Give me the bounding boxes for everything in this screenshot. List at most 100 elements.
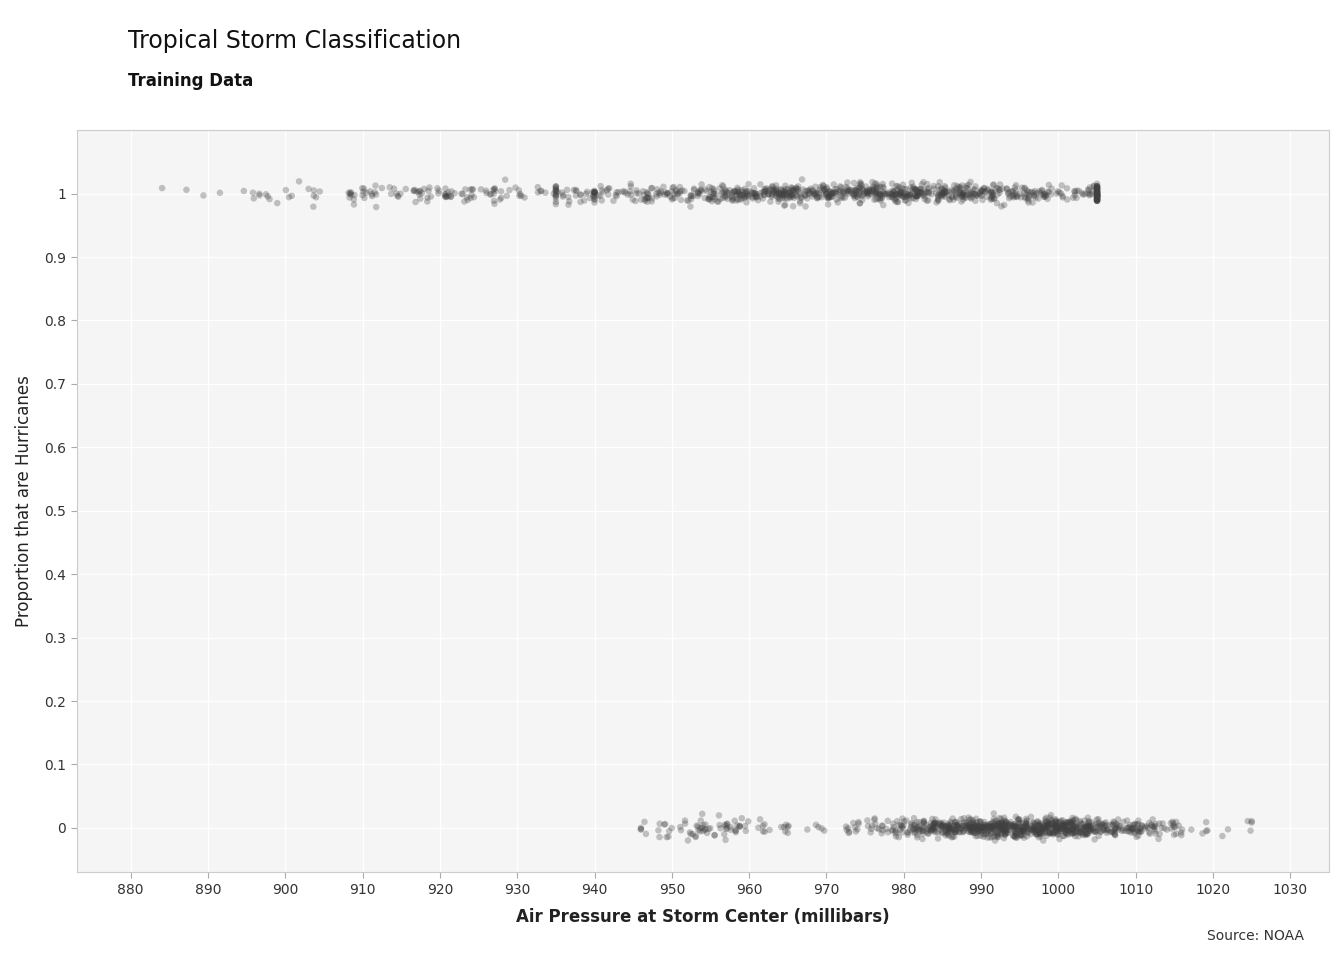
Point (1028, 818, 1050, 833)
Point (1063, 815, 1085, 830)
X-axis label: Air Pressure at Storm Center (millibars): Air Pressure at Storm Center (millibars) (516, 908, 890, 925)
Point (1032, 187, 1054, 203)
Point (794, 188, 816, 204)
Point (1055, 826, 1077, 841)
Point (926, 195, 948, 210)
Point (767, 191, 789, 206)
Point (958, 824, 980, 839)
Point (1027, 823, 1048, 838)
Point (456, 189, 477, 204)
Point (675, 816, 696, 831)
Point (890, 822, 911, 837)
Point (1060, 817, 1082, 832)
Point (801, 182, 823, 198)
Point (747, 193, 769, 208)
Point (910, 184, 931, 200)
Point (789, 196, 810, 211)
Point (1130, 824, 1152, 839)
Point (1086, 187, 1107, 203)
Point (993, 822, 1015, 837)
Point (883, 183, 905, 199)
Point (743, 180, 765, 196)
Point (1027, 813, 1048, 828)
Point (1004, 187, 1025, 203)
Point (583, 184, 605, 200)
Point (927, 187, 949, 203)
Point (945, 818, 966, 833)
Point (981, 818, 1003, 833)
Point (862, 182, 883, 198)
Point (1038, 819, 1059, 834)
Point (1082, 817, 1103, 832)
Point (766, 184, 788, 200)
Point (917, 184, 938, 200)
Point (958, 818, 980, 833)
Point (969, 814, 991, 829)
Point (1070, 816, 1091, 831)
Point (1086, 187, 1107, 203)
Point (976, 820, 997, 835)
Point (452, 186, 473, 202)
Point (1086, 181, 1107, 197)
Point (984, 811, 1005, 827)
Point (1001, 183, 1023, 199)
Point (1086, 183, 1107, 199)
Point (1035, 186, 1056, 202)
Point (583, 192, 605, 207)
Point (989, 823, 1011, 838)
Point (1025, 185, 1047, 201)
Point (982, 814, 1004, 829)
Point (945, 825, 966, 840)
Point (1011, 824, 1032, 839)
Point (923, 824, 945, 839)
Point (1034, 189, 1055, 204)
Point (302, 188, 324, 204)
Point (1118, 820, 1140, 835)
Point (371, 180, 392, 196)
Point (790, 190, 812, 205)
Point (1078, 819, 1099, 834)
Point (1086, 185, 1107, 201)
Point (765, 182, 786, 198)
Point (899, 187, 921, 203)
Point (665, 182, 687, 198)
Point (606, 184, 628, 200)
Point (1051, 819, 1073, 834)
Point (769, 187, 790, 203)
Point (872, 180, 894, 195)
Point (353, 180, 375, 196)
Point (1023, 823, 1044, 838)
Point (913, 814, 934, 829)
Point (484, 180, 505, 196)
Point (831, 180, 852, 195)
Point (972, 822, 993, 837)
Point (1008, 813, 1030, 828)
Point (656, 185, 677, 201)
Point (866, 191, 887, 206)
Point (937, 824, 958, 839)
Point (461, 187, 482, 203)
Point (1055, 820, 1077, 835)
Point (1074, 823, 1095, 838)
Point (777, 191, 798, 206)
Point (583, 195, 605, 210)
Point (724, 813, 746, 828)
Point (366, 187, 387, 203)
Point (910, 184, 931, 200)
Point (547, 184, 569, 200)
Point (825, 185, 847, 201)
Point (763, 181, 785, 197)
Point (426, 180, 448, 196)
Point (773, 187, 794, 203)
Point (980, 190, 1001, 205)
Point (887, 194, 909, 209)
Point (754, 187, 775, 203)
Point (1086, 189, 1107, 204)
Point (1051, 818, 1073, 833)
Point (878, 813, 899, 828)
Point (884, 192, 906, 207)
Point (995, 813, 1016, 828)
Point (1054, 817, 1075, 832)
Point (964, 825, 985, 840)
Point (702, 180, 723, 196)
